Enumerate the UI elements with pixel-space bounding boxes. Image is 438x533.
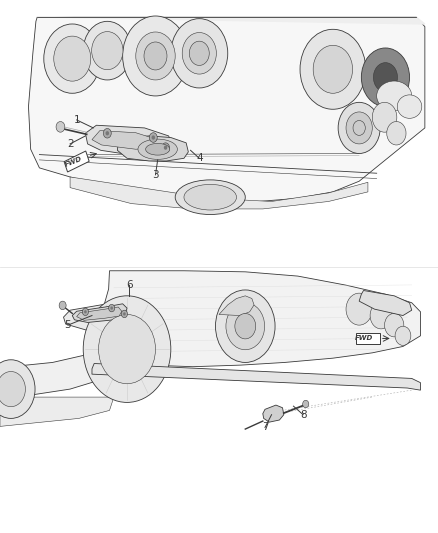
Circle shape xyxy=(215,290,275,362)
Polygon shape xyxy=(37,17,425,24)
Circle shape xyxy=(109,304,115,312)
Circle shape xyxy=(56,122,65,132)
Text: 4: 4 xyxy=(196,154,203,163)
Polygon shape xyxy=(219,296,254,316)
Circle shape xyxy=(0,372,25,407)
Circle shape xyxy=(0,360,35,418)
Polygon shape xyxy=(356,333,380,344)
Circle shape xyxy=(44,24,101,93)
Circle shape xyxy=(144,42,167,70)
Polygon shape xyxy=(77,307,122,320)
Polygon shape xyxy=(92,364,420,390)
Text: FWD: FWD xyxy=(355,335,374,342)
Polygon shape xyxy=(94,271,420,367)
Circle shape xyxy=(313,45,353,93)
Text: 1: 1 xyxy=(73,115,80,125)
Text: 8: 8 xyxy=(300,410,307,419)
Circle shape xyxy=(121,310,127,318)
Polygon shape xyxy=(64,294,188,333)
Circle shape xyxy=(372,102,397,132)
Text: 3: 3 xyxy=(152,170,159,180)
Polygon shape xyxy=(117,136,188,161)
Circle shape xyxy=(59,301,66,310)
Circle shape xyxy=(395,326,411,345)
Polygon shape xyxy=(70,177,368,209)
Polygon shape xyxy=(28,17,425,203)
Circle shape xyxy=(123,16,188,96)
Circle shape xyxy=(353,120,365,135)
Polygon shape xyxy=(64,151,89,172)
Circle shape xyxy=(110,306,113,310)
Circle shape xyxy=(152,135,155,140)
Ellipse shape xyxy=(397,95,422,118)
Circle shape xyxy=(235,313,256,339)
Circle shape xyxy=(149,133,157,142)
Ellipse shape xyxy=(175,180,245,215)
Circle shape xyxy=(226,303,265,350)
Circle shape xyxy=(123,312,126,316)
Text: 7: 7 xyxy=(261,423,268,432)
Polygon shape xyxy=(72,304,127,322)
Ellipse shape xyxy=(377,81,412,111)
Circle shape xyxy=(346,112,372,144)
Circle shape xyxy=(361,48,410,107)
Circle shape xyxy=(99,314,155,384)
Circle shape xyxy=(54,36,91,81)
Circle shape xyxy=(385,313,404,337)
Polygon shape xyxy=(0,344,120,397)
Polygon shape xyxy=(359,290,412,316)
Circle shape xyxy=(182,33,216,74)
Circle shape xyxy=(136,32,175,80)
Text: 2: 2 xyxy=(67,139,74,149)
Polygon shape xyxy=(263,405,284,422)
Text: 6: 6 xyxy=(126,280,133,290)
Circle shape xyxy=(189,41,209,66)
Circle shape xyxy=(171,19,228,88)
Ellipse shape xyxy=(184,184,237,210)
Polygon shape xyxy=(92,131,161,149)
Circle shape xyxy=(92,31,123,70)
Circle shape xyxy=(346,293,372,325)
Circle shape xyxy=(300,29,366,109)
Circle shape xyxy=(106,131,109,135)
Circle shape xyxy=(370,302,392,329)
Polygon shape xyxy=(0,397,114,426)
Circle shape xyxy=(84,310,87,313)
Circle shape xyxy=(387,122,406,145)
Circle shape xyxy=(338,102,380,154)
Circle shape xyxy=(103,128,111,138)
Circle shape xyxy=(164,146,167,150)
Polygon shape xyxy=(85,125,173,156)
Circle shape xyxy=(83,21,131,80)
Circle shape xyxy=(373,63,398,92)
Text: 5: 5 xyxy=(64,320,71,330)
Circle shape xyxy=(82,308,88,316)
Circle shape xyxy=(83,296,171,402)
Ellipse shape xyxy=(145,143,170,155)
Ellipse shape xyxy=(138,139,177,159)
Circle shape xyxy=(303,400,309,408)
Text: FWD: FWD xyxy=(64,155,83,168)
Circle shape xyxy=(162,143,170,152)
